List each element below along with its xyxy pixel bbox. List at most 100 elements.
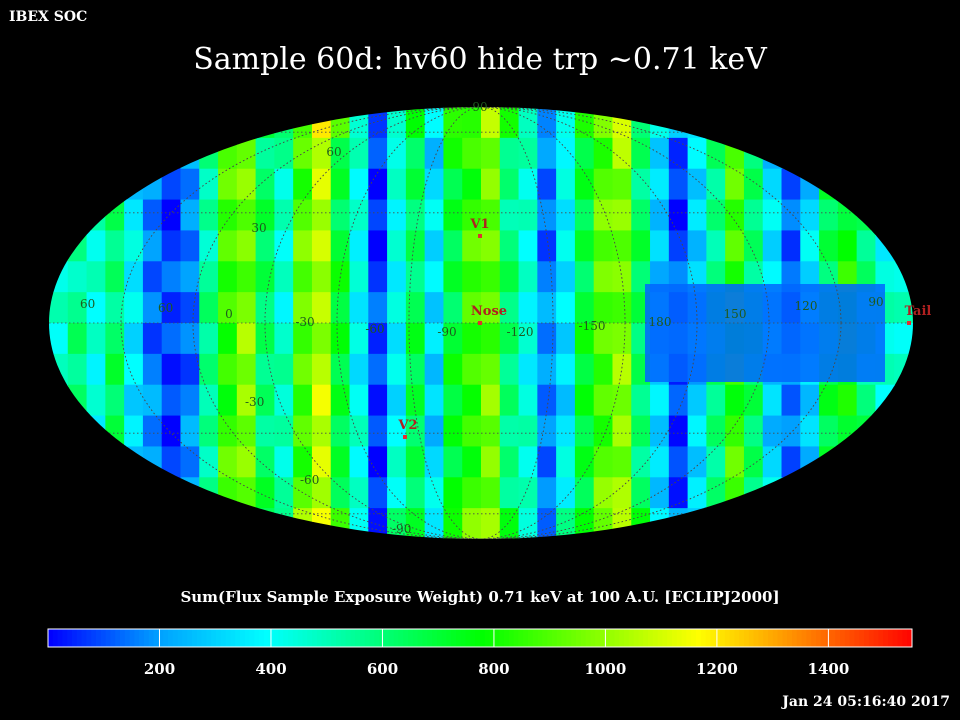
flux-cell: [743, 107, 764, 139]
colorbar-segment: [364, 629, 371, 647]
colorbar-segment: [792, 629, 798, 647]
flux-cell: [86, 230, 106, 262]
colorbar-segment: [691, 629, 697, 647]
flux-cell: [668, 199, 689, 232]
flux-cell: [105, 261, 125, 293]
flux-cell: [819, 168, 839, 201]
flux-cell: [837, 446, 858, 478]
flux-cell: [556, 230, 576, 262]
flux-cell: [481, 323, 501, 355]
flux-cell: [330, 137, 351, 170]
colorbar-segment: [844, 629, 851, 647]
flux-cell: [725, 230, 745, 262]
colorbar-segment: [52, 629, 59, 647]
flux-cell: [255, 230, 275, 262]
colorbar-segment: [494, 629, 500, 647]
flux-cell: [875, 446, 895, 478]
flux-cell: [706, 199, 726, 232]
flux-cell: [856, 137, 877, 170]
colorbar-segment: [48, 629, 54, 647]
colorbar-segment: [441, 629, 447, 647]
flux-cell: [368, 508, 388, 539]
flux-cell: [612, 168, 632, 201]
flux-cell: [311, 261, 332, 293]
colorbar-segment: [648, 629, 654, 647]
colorbar-segment: [148, 629, 155, 647]
flux-cell: [499, 137, 520, 170]
flux-cell: [706, 230, 726, 262]
meridian-label: -120: [507, 325, 534, 339]
flux-cell: [424, 230, 445, 262]
flux-cell: [481, 230, 501, 262]
meridian-label: -90: [437, 325, 456, 339]
flux-cell: [255, 415, 275, 448]
flux-cell: [424, 353, 445, 386]
flux-cell: [537, 508, 557, 539]
flux-cell: [236, 230, 257, 262]
colorbar-segment: [403, 629, 409, 647]
flux-cell: [631, 199, 651, 232]
flux-cell: [180, 199, 200, 232]
flux-cell: [142, 230, 163, 262]
colorbar-segment: [859, 629, 865, 647]
flux-cell: [462, 323, 482, 355]
flux-cell: [481, 384, 501, 417]
colorbar-segment: [187, 629, 193, 647]
flux-cell: [499, 107, 520, 139]
flux-cell: [800, 477, 820, 509]
colorbar-segment: [729, 629, 735, 647]
flux-cell: [124, 137, 144, 170]
flux-cell: [349, 446, 369, 478]
flux-cell: [67, 477, 88, 509]
flux-cell: [443, 168, 463, 201]
flux-cell: [650, 137, 670, 170]
flux-cell: [424, 107, 445, 139]
flux-cell: [105, 415, 125, 448]
flux-cell: [462, 353, 482, 386]
flux-cell: [856, 199, 877, 232]
flux-cell: [387, 477, 407, 509]
flux-cell: [875, 107, 895, 139]
colorbar-segment: [638, 629, 644, 647]
flux-cell: [49, 168, 69, 201]
flux-cell: [67, 199, 88, 232]
flux-cell: [293, 168, 313, 201]
flux-cell: [856, 230, 877, 262]
flux-cell: [574, 446, 595, 478]
colorbar-segment: [278, 629, 284, 647]
flux-cell: [687, 168, 707, 201]
flux-cell: [875, 199, 895, 232]
flux-cell: [199, 353, 219, 386]
flux-cell: [293, 353, 313, 386]
flux-cell: [274, 137, 294, 170]
grid-labels: 90 60 30 0 -30 -60 -90 -120 -150 180 150 120 90 60 60 -…: [80, 100, 884, 536]
flux-cell: [668, 230, 689, 262]
map-title: Sample 60d: hv60 hide trp ~0.71 keV: [193, 42, 767, 77]
flux-cell: [387, 415, 407, 448]
flux-cell: [311, 292, 332, 324]
flux-cell: [124, 323, 144, 355]
colorbar-segment: [667, 629, 673, 647]
markers: V1 Nose V2 Tail: [397, 217, 931, 439]
flux-cell: [311, 508, 332, 539]
flux-cell: [405, 353, 426, 386]
flux-cell: [443, 137, 463, 170]
flux-cell: [387, 107, 407, 139]
flux-cell: [781, 230, 801, 262]
flux-cell: [687, 137, 707, 170]
colorbar-segment: [340, 629, 347, 647]
flux-cell: [161, 230, 182, 262]
flux-cell: [668, 168, 689, 201]
colorbar-segment: [744, 629, 750, 647]
colorbar-segment: [336, 629, 342, 647]
colorbar-segment: [432, 629, 438, 647]
colorbar-segment: [86, 629, 92, 647]
flux-cell: [218, 261, 238, 293]
colorbar-segment: [57, 629, 63, 647]
flux-cell: [894, 477, 913, 509]
flux-cell: [67, 292, 88, 324]
flux-cell: [668, 446, 689, 478]
colorbar-segment: [163, 629, 169, 647]
colorbar-segment: [768, 629, 774, 647]
